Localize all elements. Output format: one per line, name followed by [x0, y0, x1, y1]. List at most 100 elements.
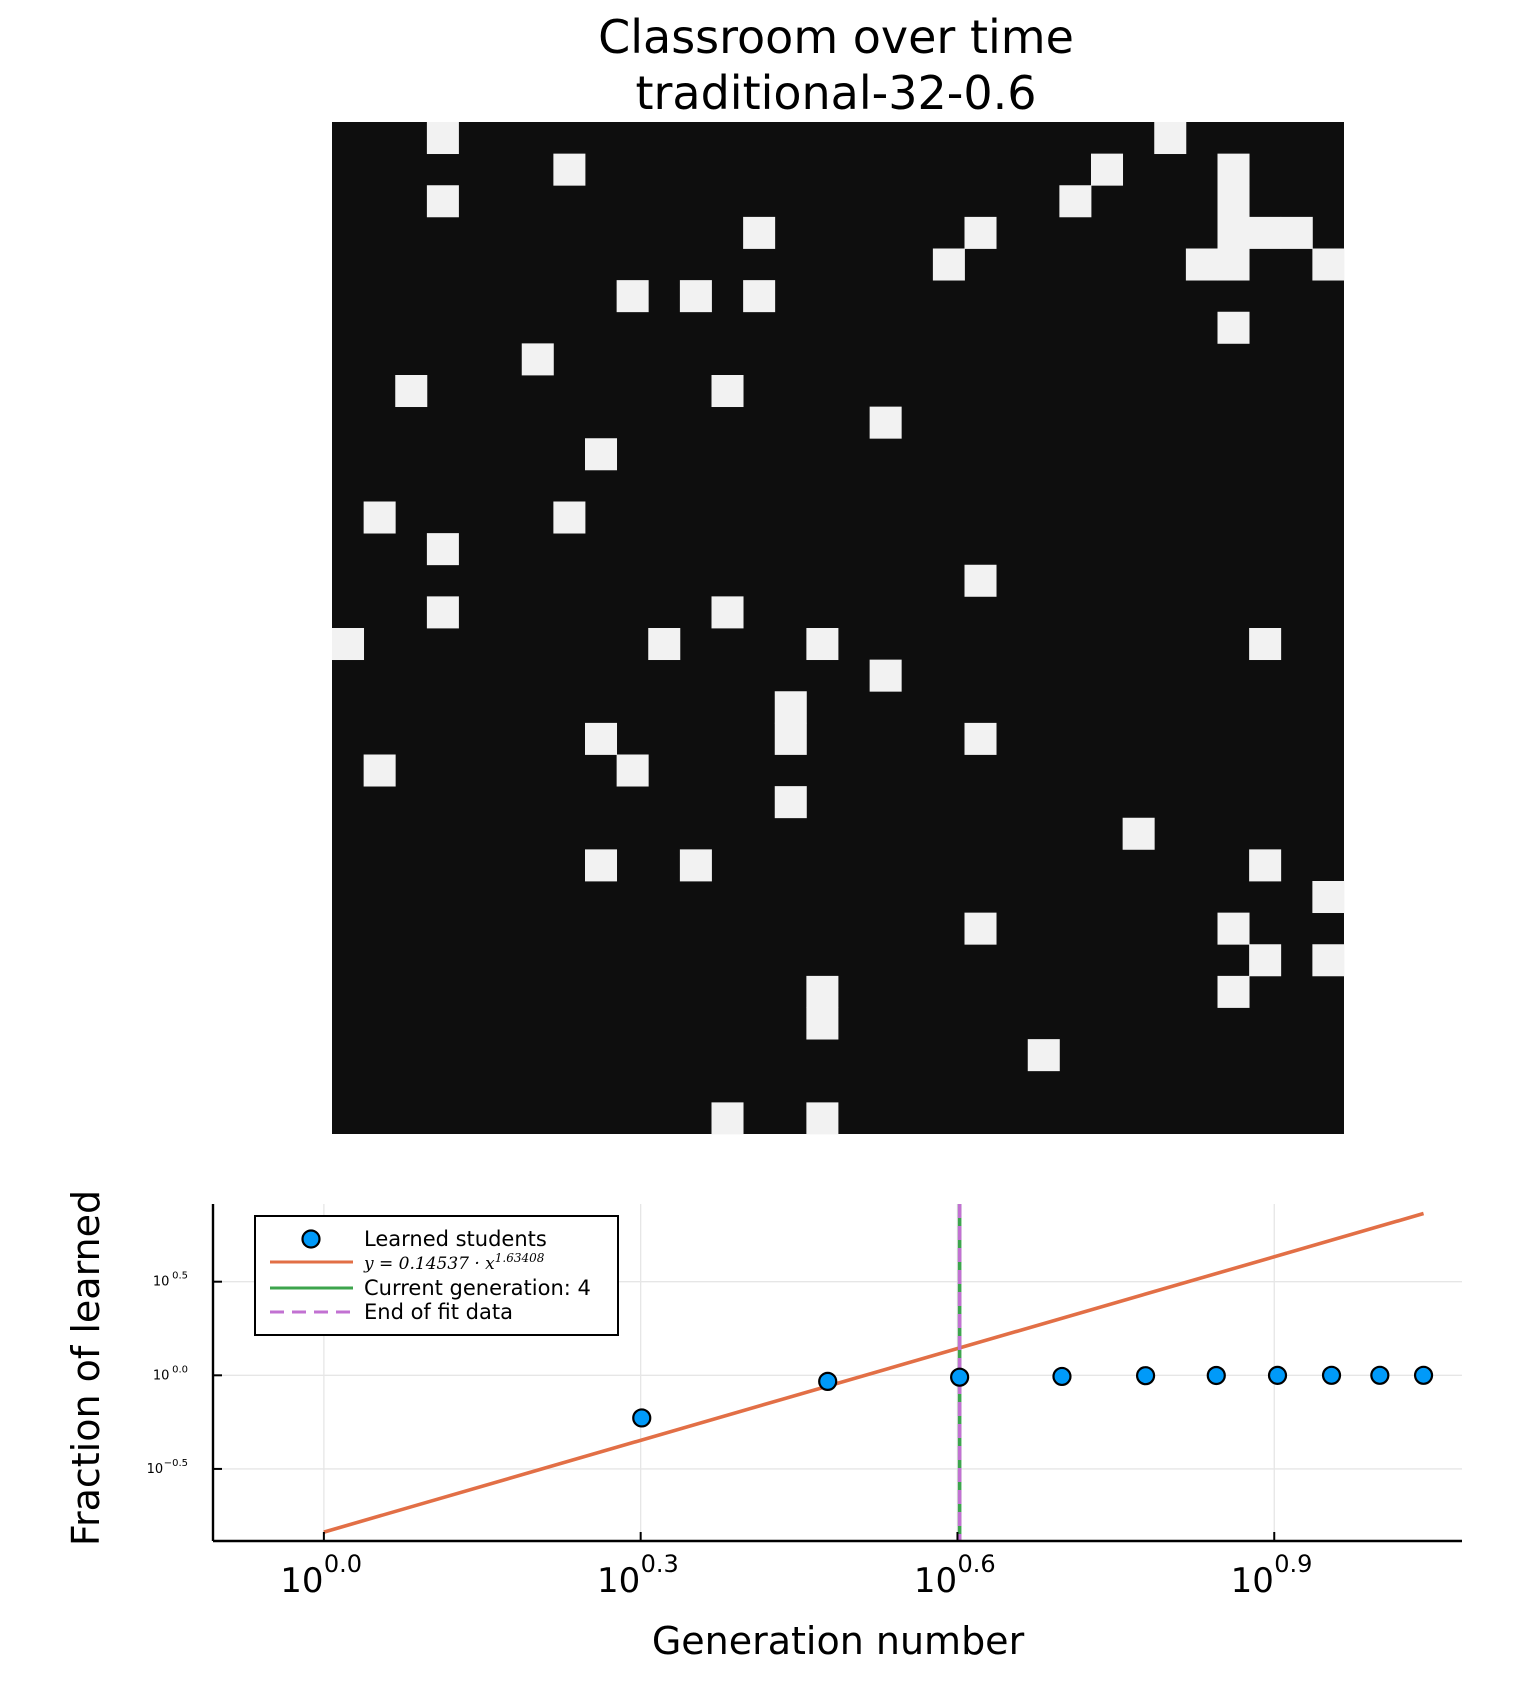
data-point	[632, 1408, 652, 1428]
learned-cell	[363, 501, 396, 534]
learned-cell	[1154, 122, 1187, 155]
learned-cell	[711, 1102, 744, 1135]
x-tick-label: 10	[914, 1561, 957, 1601]
learned-cell	[585, 849, 618, 882]
learned-cell	[616, 754, 649, 787]
learned-cell	[964, 722, 997, 755]
learned-cell	[806, 1007, 839, 1040]
y-tick-exponent: 0.0	[172, 1364, 188, 1375]
learned-cell	[1249, 849, 1282, 882]
learned-cell	[1280, 216, 1313, 249]
plot-series	[323, 1204, 1434, 1541]
learned-cell	[964, 912, 997, 945]
legend-fit-exponent: 1.63408	[495, 1251, 545, 1265]
learned-cell	[1249, 216, 1282, 249]
learned-cell	[1217, 248, 1250, 281]
learned-cell	[1217, 216, 1250, 249]
learned-cell	[521, 343, 554, 376]
learned-cell	[1312, 881, 1345, 914]
learned-cell	[1217, 153, 1250, 186]
learned-cell	[395, 375, 428, 408]
legend-label-learned: Learned students	[364, 1227, 547, 1251]
learned-cell	[426, 122, 459, 155]
learned-cell	[553, 501, 586, 534]
learned-cell	[585, 722, 618, 755]
data-point	[1370, 1365, 1390, 1385]
data-point	[1135, 1366, 1156, 1386]
legend-marker-learned	[301, 1229, 321, 1249]
learned-cell	[806, 975, 839, 1008]
chart-subtitle: traditional-32-0.6	[635, 66, 1036, 120]
x-tick-exponent: 0.3	[641, 1550, 679, 1578]
learned-cell	[711, 375, 744, 408]
learned-cell	[332, 628, 365, 661]
y-tick-exponent: −0.5	[164, 1458, 188, 1469]
classroom-heatmap	[332, 122, 1345, 1135]
learned-cell	[1217, 185, 1250, 218]
data-point	[1052, 1366, 1072, 1387]
learned-cell	[648, 628, 681, 661]
data-point	[1321, 1365, 1342, 1385]
legend-label-current: Current generation: 4	[364, 1276, 591, 1300]
learned-cell	[806, 1102, 839, 1135]
learned-cell	[1249, 944, 1282, 977]
learned-cell	[964, 564, 997, 597]
learned-cell	[426, 596, 459, 629]
y-tick-label: 10	[147, 1462, 164, 1477]
learned-cell	[1249, 628, 1282, 661]
learned-cell	[1185, 248, 1218, 281]
legend-label-fit: y = 0.14537 · x1.63408	[363, 1251, 545, 1274]
plot-axes	[211, 1204, 1462, 1543]
learned-cell	[1217, 975, 1250, 1008]
learned-cell	[1217, 912, 1250, 945]
learned-cell	[743, 216, 776, 249]
x-tick-exponent: 0.6	[957, 1550, 995, 1578]
learned-cell	[1122, 817, 1155, 850]
y-tick-label: 10	[153, 1368, 170, 1383]
data-point	[950, 1367, 970, 1387]
learned-cell	[711, 596, 744, 629]
x-tick-exponent: 0.9	[1274, 1550, 1312, 1578]
data-point	[1206, 1365, 1226, 1386]
learned-cell	[964, 216, 997, 249]
chart-title: Classroom over time	[598, 10, 1074, 64]
y-axis-label: Fraction of learned	[64, 1190, 108, 1546]
data-point	[1413, 1365, 1434, 1385]
learned-cell	[1312, 944, 1345, 977]
learned-cell	[869, 406, 902, 439]
legend-label-end-fit: End of fit data	[364, 1300, 513, 1324]
learned-cell	[553, 153, 586, 186]
learned-cell	[743, 280, 776, 313]
y-tick-label: 10	[153, 1275, 170, 1290]
learned-cell	[932, 248, 965, 281]
learned-cell	[1312, 248, 1345, 281]
x-tick-labels: 10 0.0 10 0.3 10 0.6 10 0.9	[280, 1550, 1312, 1601]
learned-cell	[679, 849, 712, 882]
learned-cell	[1091, 153, 1124, 186]
x-tick-label: 10	[1231, 1561, 1274, 1601]
legend: Learned students y = 0.14537 · x1.63408 …	[254, 1215, 619, 1336]
learned-cell	[869, 659, 902, 692]
x-tick-label: 10	[597, 1561, 640, 1601]
learned-cell	[1059, 185, 1092, 218]
learned-cell	[585, 438, 618, 471]
x-tick-exponent: 0.0	[324, 1550, 362, 1578]
learned-cell	[679, 280, 712, 313]
learned-cell	[774, 722, 807, 755]
x-tick-label: 10	[280, 1561, 323, 1601]
learned-cell	[1027, 1039, 1060, 1072]
data-point	[1267, 1365, 1288, 1385]
learned-cell	[806, 628, 839, 661]
learned-cell	[426, 185, 459, 218]
learned-cell	[1217, 311, 1250, 344]
learned-cell	[774, 786, 807, 819]
learned-cell	[774, 691, 807, 724]
data-point	[818, 1371, 838, 1392]
x-axis-label: Generation number	[652, 1619, 1025, 1663]
learned-cell	[363, 754, 396, 787]
y-tick-exponent: 0.5	[172, 1271, 188, 1282]
learned-cell	[616, 280, 649, 313]
